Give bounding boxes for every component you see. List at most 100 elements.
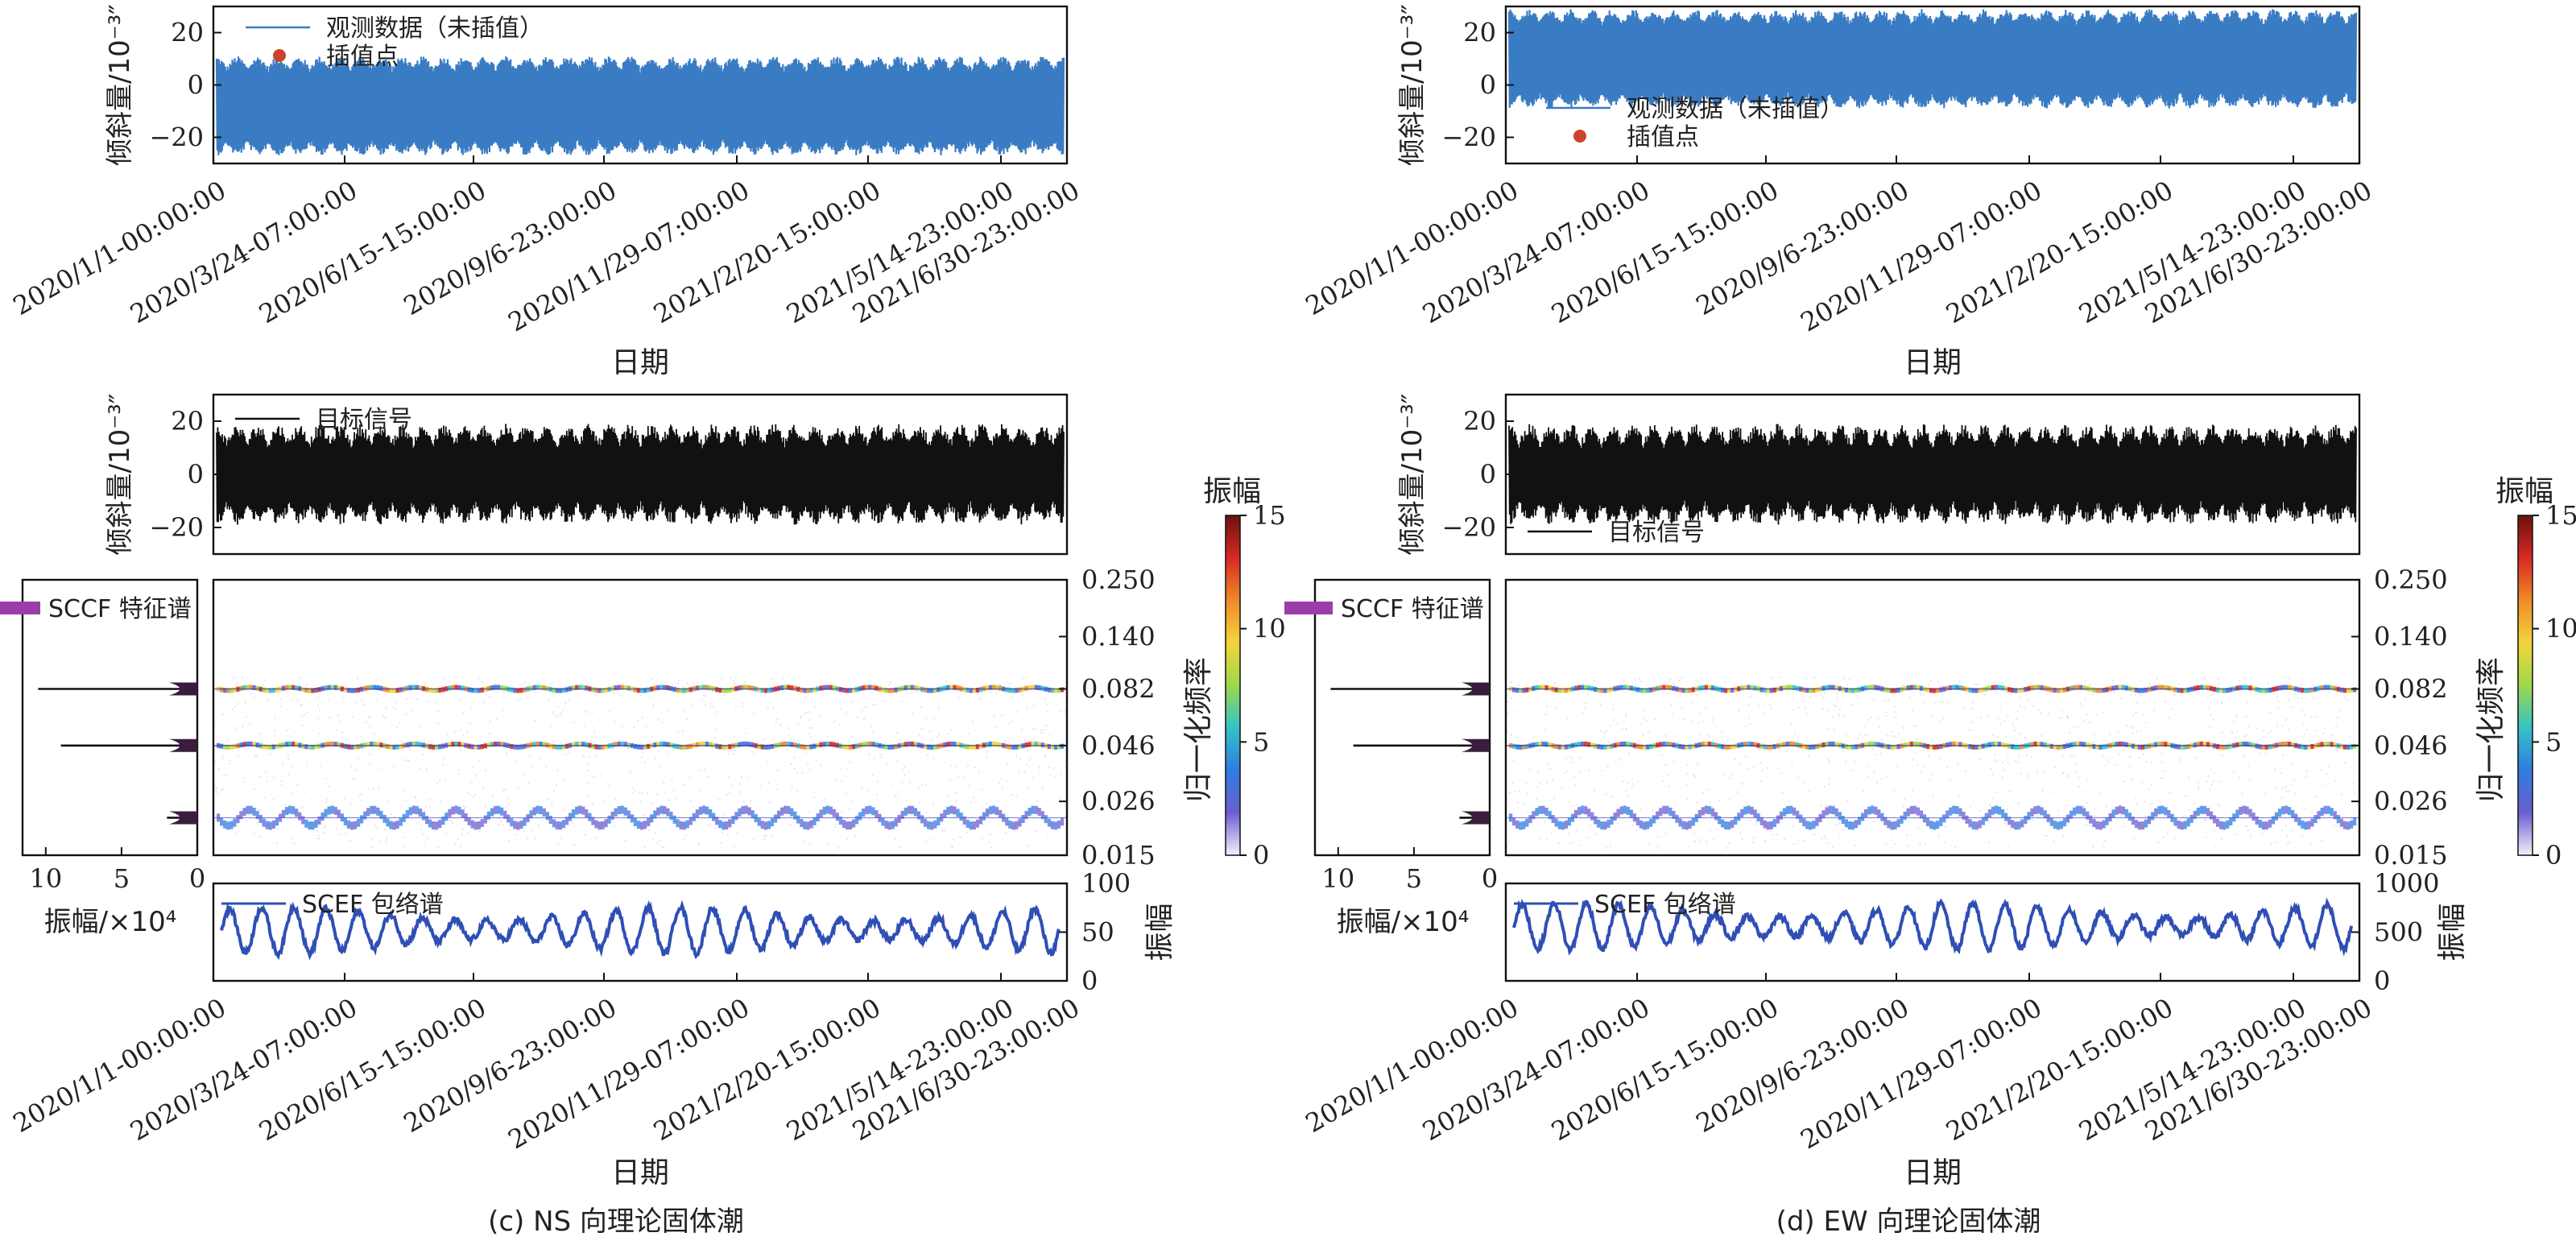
heatmap-noise [822, 690, 825, 693]
heatmap-band-cell [575, 685, 579, 690]
heatmap-noise [2321, 840, 2323, 842]
heatmap-band-cell [685, 820, 689, 829]
heatmap-noise [657, 718, 660, 721]
heatmap-noise [628, 771, 631, 773]
heatmap-noise [739, 783, 742, 785]
heatmap-noise [716, 711, 718, 713]
heatmap-band-cell [1867, 806, 1871, 815]
heatmap-noise [515, 759, 516, 761]
heatmap-noise [1726, 846, 1729, 849]
heatmap-noise [1576, 829, 1577, 832]
heatmap-noise [726, 794, 728, 796]
heatmap-noise [1004, 832, 1007, 834]
heatmap-noise [369, 753, 371, 755]
heatmap-noise [2243, 753, 2246, 755]
observed-y-axis-label: 倾斜量/10⁻³″ [1396, 4, 1429, 166]
heatmap-noise [1723, 681, 1726, 683]
heatmap-noise [386, 841, 387, 843]
heatmap-noise [357, 758, 359, 760]
heatmap-band-cell [2105, 743, 2109, 749]
heatmap-band-cell [913, 685, 918, 691]
heatmap-noise [1036, 830, 1038, 833]
heatmap-band-cell [298, 812, 302, 821]
heatmap-band-cell [2277, 685, 2282, 691]
heatmap-band-cell [1997, 685, 2002, 690]
heatmap-noise [2232, 721, 2235, 723]
heatmap-band-cell [1747, 685, 1751, 690]
heatmap-noise [1506, 846, 1508, 848]
heatmap-band-cell [825, 741, 829, 747]
heatmap-noise [2160, 753, 2163, 755]
heatmap-band-cell [2095, 821, 2099, 829]
heatmap-band-cell [822, 685, 826, 690]
heatmap-noise [1000, 777, 1003, 780]
heatmap-noise [1907, 845, 1909, 847]
heatmap-noise [553, 789, 556, 792]
heatmap-band-cell [623, 742, 627, 747]
heatmap-band-cell [2001, 685, 2005, 691]
heatmap-band-cell [1691, 817, 1695, 826]
heatmap-noise [1508, 841, 1511, 843]
heatmap-noise [1045, 704, 1048, 706]
heatmap-band-cell [2059, 821, 2063, 829]
heatmap-noise [2305, 728, 2308, 730]
heatmap-noise [500, 820, 502, 822]
heatmap-noise [2270, 712, 2272, 714]
heatmap-noise [2024, 706, 2025, 709]
heatmap-band-cell [552, 744, 556, 750]
heatmap-noise [602, 800, 605, 803]
heatmap-noise [503, 788, 506, 791]
heatmap-band-cell [1519, 688, 1523, 693]
heatmap-noise [2207, 708, 2210, 710]
heatmap-band-cell [1978, 744, 1982, 750]
heatmap-band-cell [712, 813, 716, 821]
heatmap-band-cell [1981, 743, 1985, 749]
heatmap-noise [519, 698, 522, 701]
heatmap-noise [378, 788, 380, 790]
heatmap-band-cell [2014, 688, 2018, 693]
heatmap-noise [586, 711, 589, 713]
heatmap-band-cell [2313, 815, 2318, 823]
heatmap-noise [657, 750, 660, 752]
heatmap-band-cell [1991, 685, 1995, 690]
heatmap-noise [722, 678, 723, 680]
heatmap-band-cell [2183, 821, 2187, 829]
heatmap-band-cell [2310, 744, 2314, 749]
heatmap-band-cell [1652, 815, 1656, 824]
heatmap-band-cell [784, 685, 788, 690]
heatmap-noise [2281, 797, 2284, 799]
heatmap-noise [2287, 699, 2289, 701]
heatmap-band-cell [887, 744, 891, 750]
heatmap-noise [2005, 735, 2007, 738]
heatmap-noise [2032, 705, 2035, 708]
heatmap-noise [1709, 735, 1711, 738]
heatmap-noise [220, 789, 222, 792]
heatmap-band-cell [2157, 685, 2161, 690]
heatmap-noise [2135, 712, 2137, 713]
heatmap-band-cell [405, 810, 409, 818]
heatmap-noise [1571, 757, 1573, 759]
heatmap-noise [1750, 723, 1751, 726]
heatmap-noise [1923, 811, 1925, 813]
heatmap-noise [347, 827, 349, 829]
heatmap-band-cell [2056, 821, 2060, 830]
heatmap-noise [2036, 770, 2038, 772]
heatmap-noise [851, 735, 854, 738]
heatmap-noise [925, 840, 927, 842]
heatmap-noise [1007, 815, 1009, 817]
heatmap-noise [978, 770, 980, 772]
heatmap-noise [215, 723, 217, 725]
heatmap-noise [248, 813, 250, 816]
heatmap-noise [908, 771, 909, 773]
heatmap-noise [221, 755, 224, 757]
target-y-axis-label: 倾斜量/10⁻³″ [104, 394, 136, 556]
heatmap-noise [697, 843, 699, 846]
heatmap-band-cell [1649, 687, 1653, 693]
heatmap-noise [2179, 762, 2181, 764]
heatmap-band-cell [1028, 685, 1032, 690]
heatmap-noise [648, 829, 651, 832]
heatmap-noise [2305, 776, 2307, 778]
heatmap-band-cell [1649, 744, 1653, 750]
heatmap-band-cell [780, 742, 784, 747]
heatmap-noise [1635, 679, 1637, 681]
